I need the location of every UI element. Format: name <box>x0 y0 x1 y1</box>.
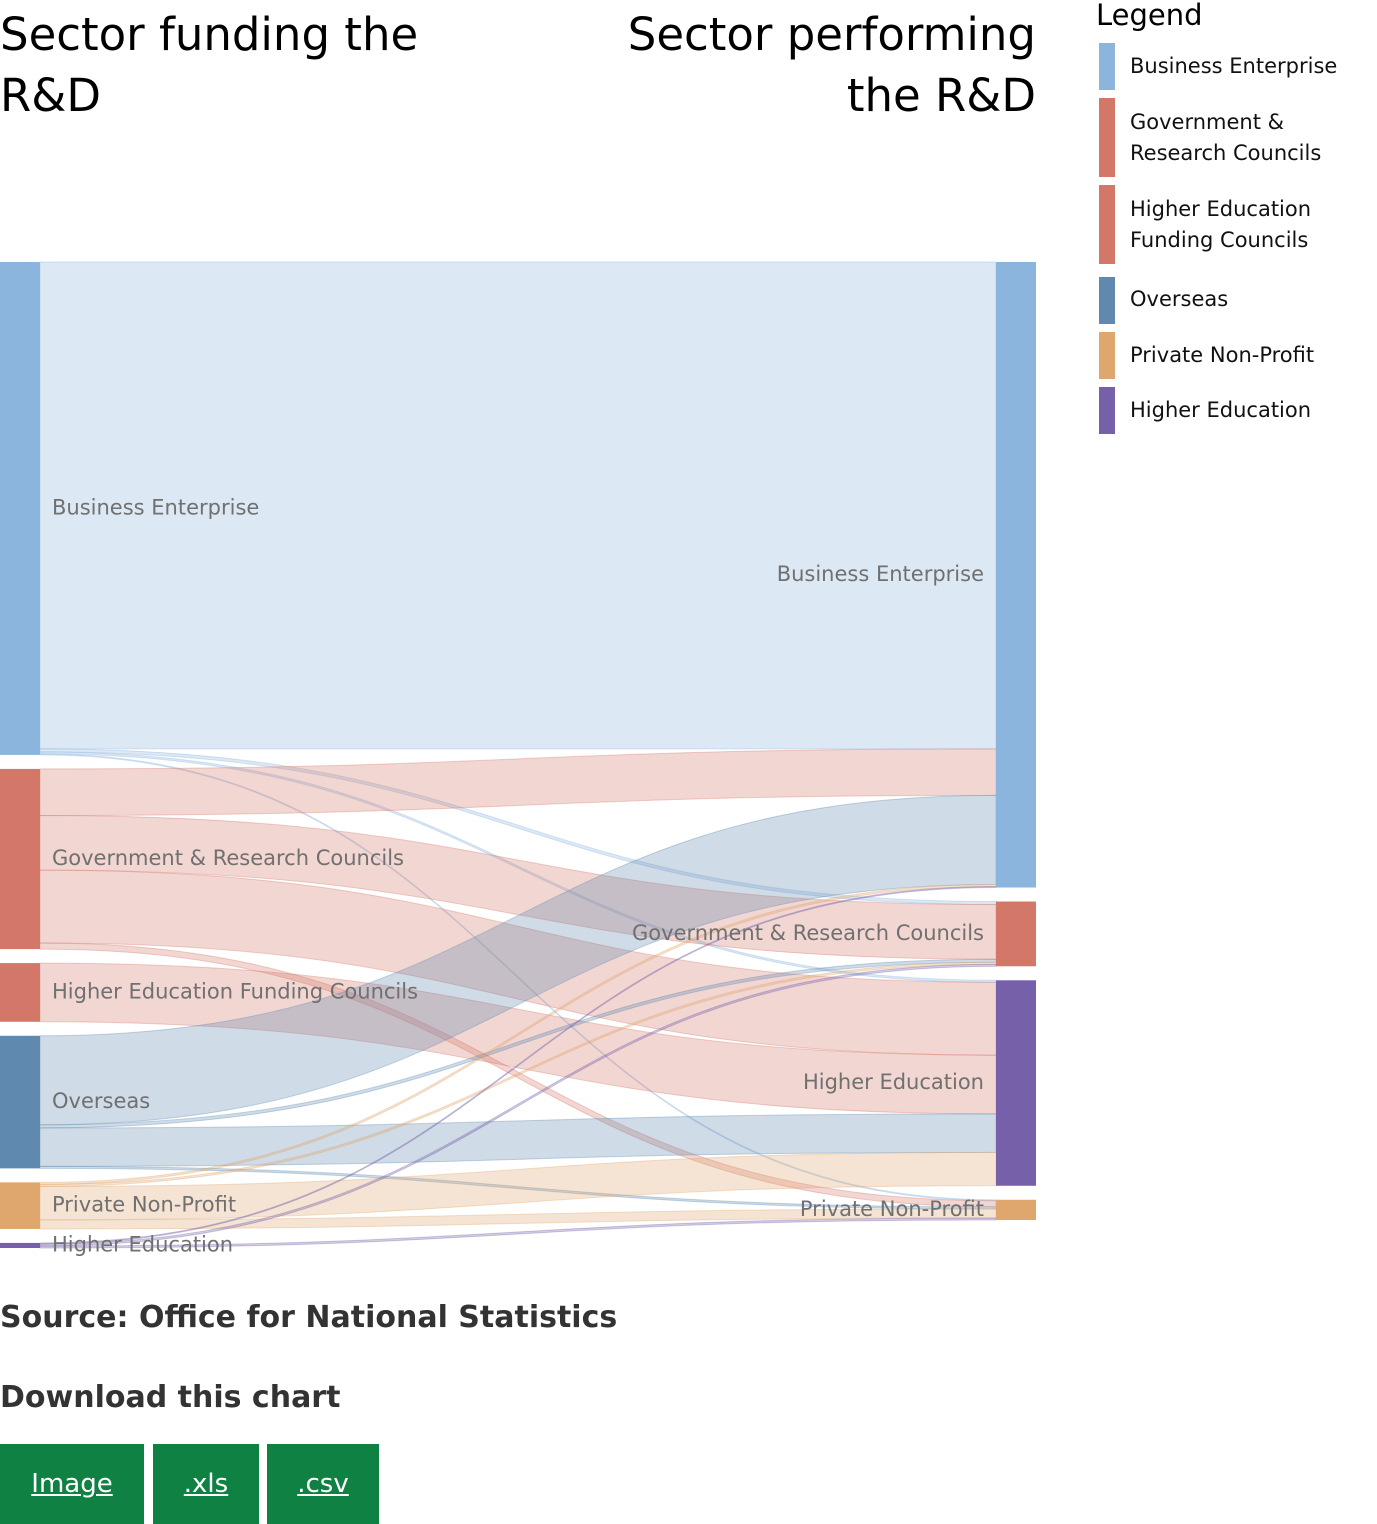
legend-item-business-enterprise[interactable]: Business Enterprise <box>1099 43 1377 90</box>
download-image-button[interactable]: Image <box>0 1444 144 1524</box>
target-node-higher-education[interactable] <box>996 980 1036 1186</box>
target-node-government-and-research-councils[interactable] <box>996 901 1036 967</box>
source-label-government-and-research-councils: Government & Research Councils <box>52 846 404 870</box>
target-node-business-enterprise[interactable] <box>996 262 1036 888</box>
target-node-private-non-profit[interactable] <box>996 1199 1036 1220</box>
legend-item-private-non-profit[interactable]: Private Non-Profit <box>1099 332 1377 379</box>
source-axis-heading: Sector funding the R&D <box>0 8 419 122</box>
legend-item-government-research-councils[interactable]: Government & Research Councils <box>1099 98 1377 177</box>
source-label-business-enterprise: Business Enterprise <box>52 495 259 519</box>
sankey-chart: Business Enterprise Government & Research… <box>0 261 1036 1256</box>
target-label-government-and-research-councils: Government & Research Councils <box>632 921 984 945</box>
download-title: Download this chart <box>0 1380 341 1415</box>
target-axis-heading: Sector performing the R&D <box>627 8 1036 122</box>
legend-swatch <box>1099 277 1115 324</box>
legend-item-overseas[interactable]: Overseas <box>1099 277 1377 324</box>
legend-label: Private Non-Profit <box>1130 343 1315 367</box>
legend-item-higher-education[interactable]: Higher Education <box>1099 387 1377 434</box>
flow-private-non-profit-to-higher-education[interactable] <box>39 1151 997 1221</box>
source-label-private-non-profit: Private Non-Profit <box>52 1193 236 1217</box>
legend-label: Higher Education <box>1130 398 1312 422</box>
legend-item-higher-education-funding-councils[interactable]: Higher Education Funding Councils <box>1099 185 1377 264</box>
legend-label: Government & Research Councils <box>1130 110 1322 165</box>
source-node-private-non-profit[interactable] <box>0 1182 40 1229</box>
legend-swatch <box>1099 332 1115 379</box>
legend-label: Overseas <box>1130 287 1229 311</box>
source-note: Source: Office for National Statistics <box>0 1300 618 1335</box>
target-label-higher-education: Higher Education <box>803 1070 984 1094</box>
flow-higher-education-to-business-enterprise[interactable] <box>39 885 997 1245</box>
source-label-overseas: Overseas <box>52 1089 150 1113</box>
legend-swatch <box>1099 387 1115 434</box>
legend-title: Legend <box>1096 0 1203 32</box>
source-node-overseas[interactable] <box>0 1035 40 1169</box>
nodes-layer <box>0 262 1036 1248</box>
legend-swatch <box>1099 43 1115 90</box>
source-node-higher-education[interactable] <box>0 1242 40 1248</box>
target-label-business-enterprise: Business Enterprise <box>777 562 984 586</box>
legend: Legend Business Enterprise Government & … <box>1096 0 1377 434</box>
labels-layer: Business Enterprise Government & Research… <box>52 495 984 1256</box>
source-node-government-and-research-councils[interactable] <box>0 768 40 950</box>
source-label-higher-education: Higher Education <box>52 1232 233 1256</box>
legend-swatch <box>1099 185 1115 264</box>
download-xls-button[interactable]: .xls <box>153 1444 259 1524</box>
legend-swatch <box>1099 98 1115 177</box>
target-label-private-non-profit: Private Non-Profit <box>800 1197 984 1221</box>
source-node-higher-education-funding-councils[interactable] <box>0 963 40 1022</box>
legend-label: Higher Education Funding Councils <box>1130 197 1312 252</box>
source-label-higher-education-funding-councils: Higher Education Funding Councils <box>52 979 418 1003</box>
download-csv-button[interactable]: .csv <box>267 1444 379 1524</box>
legend-label: Business Enterprise <box>1130 54 1338 78</box>
source-node-business-enterprise[interactable] <box>0 262 40 755</box>
links-layer <box>39 261 997 1249</box>
